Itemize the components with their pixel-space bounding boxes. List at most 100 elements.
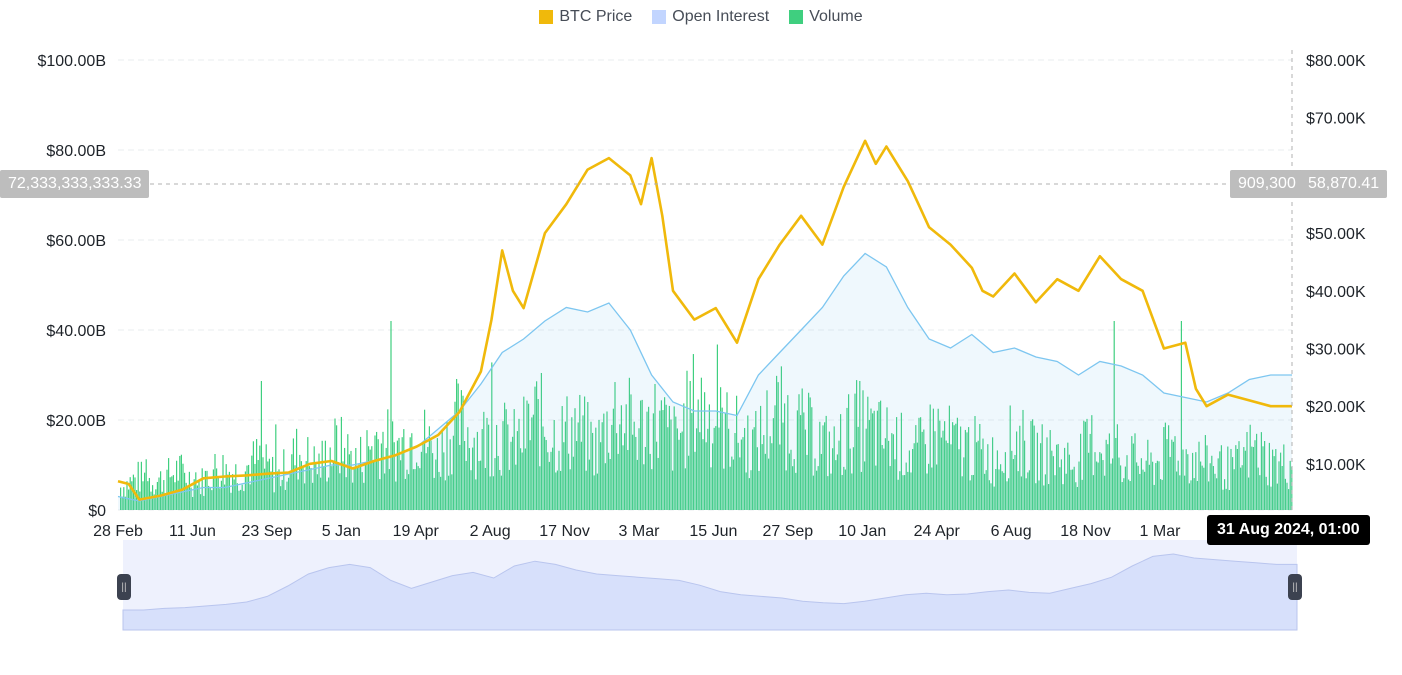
volume-bar	[1276, 483, 1278, 510]
volume-bar	[688, 455, 690, 510]
volume-bar	[283, 449, 285, 510]
volume-bar	[510, 441, 512, 510]
volume-bar	[1190, 480, 1192, 510]
volume-bar	[708, 404, 710, 510]
volume-bar	[123, 487, 125, 510]
volume-bar	[460, 390, 462, 510]
volume-bar	[1057, 444, 1059, 510]
volume-bar	[302, 466, 304, 510]
volume-bar	[587, 402, 589, 510]
volume-bar	[678, 439, 680, 510]
volume-bar	[654, 383, 656, 510]
navigator-left-handle-icon[interactable]: ||	[117, 574, 131, 600]
volume-bar	[419, 468, 421, 510]
volume-bar	[1206, 445, 1208, 510]
volume-bar	[1224, 479, 1226, 510]
volume-bar	[592, 432, 594, 510]
y-right-tick-label: $80.00K	[1306, 53, 1366, 70]
volume-bar	[1008, 478, 1010, 510]
volume-bar	[609, 458, 611, 510]
volume-bar	[1200, 461, 1202, 510]
volume-bar	[651, 469, 653, 510]
volume-bar	[619, 424, 621, 510]
volume-bar	[729, 466, 731, 510]
volume-bar	[1230, 448, 1232, 510]
volume-bar	[1052, 456, 1054, 510]
volume-bar	[291, 454, 293, 510]
legend-item-volume[interactable]: Volume	[789, 8, 863, 26]
volume-bar	[1022, 409, 1024, 510]
legend-item-btc-price[interactable]: BTC Price	[539, 8, 632, 26]
volume-bar	[686, 370, 688, 510]
volume-bar	[387, 409, 389, 510]
volume-bar	[300, 461, 302, 510]
volume-bar	[704, 392, 706, 510]
volume-bar	[561, 406, 563, 510]
volume-bar	[624, 433, 626, 510]
volume-bar	[248, 464, 250, 510]
volume-bar	[1019, 425, 1021, 510]
volume-bar	[416, 462, 418, 510]
x-tick-label: 18 Nov	[1060, 523, 1111, 540]
legend-item-open-interest[interactable]: Open Interest	[652, 8, 769, 26]
volume-bar	[675, 416, 677, 510]
volume-bar	[185, 482, 187, 510]
volume-bar	[1246, 431, 1248, 510]
volume-bar	[1188, 483, 1190, 510]
volume-bar	[532, 414, 534, 510]
volume-bar	[1289, 460, 1291, 510]
volume-bar	[364, 462, 366, 510]
volume-bar	[656, 441, 658, 510]
volume-bar	[1126, 455, 1128, 510]
volume-bar	[244, 471, 246, 510]
volume-bar	[707, 428, 709, 510]
volume-bar	[1016, 431, 1018, 510]
volume-bar	[246, 465, 248, 510]
volume-bar	[304, 483, 306, 510]
volume-bar	[198, 481, 200, 510]
volume-bar	[854, 393, 856, 510]
volume-bar	[745, 472, 747, 510]
volume-bar	[153, 494, 155, 510]
x-tick-label: 11 Jun	[169, 523, 216, 540]
volume-bar	[579, 394, 581, 510]
volume-bar	[448, 475, 450, 510]
volume-bar	[1227, 446, 1229, 510]
volume-bar	[1115, 437, 1117, 510]
volume-bar	[920, 417, 922, 510]
volume-bar	[713, 427, 715, 510]
volume-bar	[164, 493, 166, 510]
volume-bar	[785, 470, 787, 510]
volume-bar	[545, 440, 547, 510]
y-left-tick-label: $80.00B	[46, 143, 106, 160]
volume-bar	[627, 450, 629, 510]
x-tick-label: 3 Mar	[619, 523, 661, 540]
volume-bar	[280, 486, 282, 510]
crosshair-price-value-tag: 58,870.41	[1300, 170, 1388, 198]
volume-bar	[648, 406, 650, 510]
volume-bar	[552, 447, 554, 510]
volume-bar	[1238, 441, 1240, 510]
volume-bar	[720, 387, 722, 510]
volume-bar	[534, 386, 536, 510]
volume-bar	[620, 405, 622, 510]
volume-bar	[990, 483, 992, 510]
x-tick-label: 1 Mar	[1140, 523, 1182, 540]
x-tick-label: 28 Feb	[93, 523, 143, 540]
volume-bar	[600, 442, 602, 510]
volume-bar	[1283, 444, 1285, 510]
volume-bar	[1211, 455, 1213, 510]
volume-bar	[945, 440, 947, 510]
volume-bar	[563, 442, 565, 510]
volume-bar	[148, 477, 150, 510]
volume-bar	[576, 441, 578, 510]
volume-bar	[808, 392, 810, 510]
volume-bar	[692, 354, 694, 510]
volume-bar	[598, 419, 600, 510]
volume-bar	[1208, 481, 1210, 510]
navigator-right-handle-icon[interactable]: ||	[1288, 574, 1302, 600]
volume-bar	[548, 461, 550, 510]
crosshair-volume-value-tag: 909,300	[1230, 170, 1304, 198]
volume-bar	[254, 463, 256, 510]
